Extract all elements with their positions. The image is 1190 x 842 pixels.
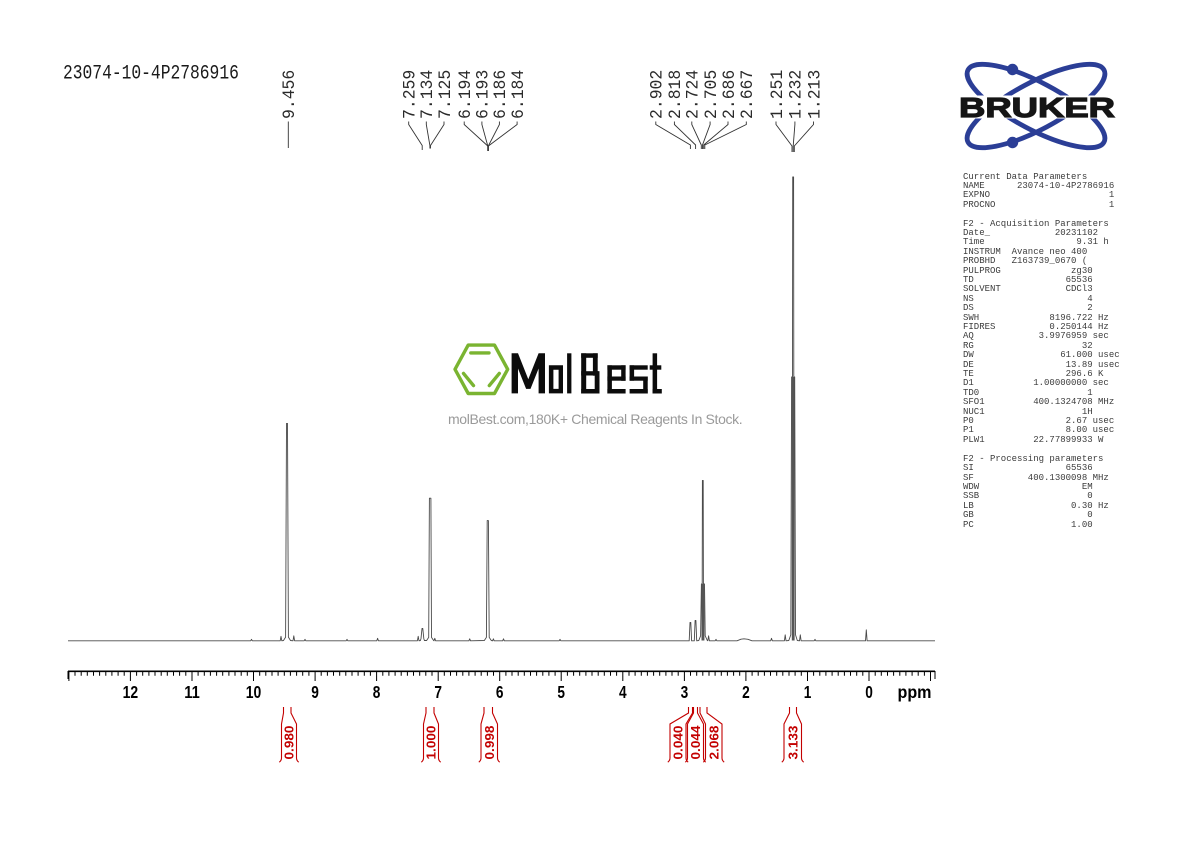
svg-text:2.705: 2.705: [702, 70, 722, 119]
svg-text:2.818: 2.818: [667, 70, 687, 119]
svg-text:7.125: 7.125: [436, 70, 456, 119]
svg-text:ppm: ppm: [898, 682, 932, 702]
svg-text:9: 9: [311, 682, 319, 702]
svg-text:8: 8: [373, 682, 381, 702]
svg-text:2: 2: [742, 682, 750, 702]
svg-text:BRUKER: BRUKER: [959, 92, 1115, 123]
svg-text:7.134: 7.134: [419, 70, 439, 119]
svg-text:0.040: 0.040: [671, 726, 686, 760]
svg-text:1.232: 1.232: [787, 70, 807, 119]
svg-text:0.980: 0.980: [282, 726, 297, 760]
svg-text:10: 10: [246, 682, 262, 702]
svg-text:2.667: 2.667: [739, 70, 759, 119]
svg-text:3: 3: [681, 682, 689, 702]
svg-text:7.259: 7.259: [401, 70, 421, 119]
svg-text:6: 6: [496, 682, 504, 702]
svg-text:2.686: 2.686: [720, 70, 740, 119]
svg-text:3.133: 3.133: [785, 726, 800, 760]
svg-text:0: 0: [865, 682, 873, 702]
svg-text:6.193: 6.193: [474, 70, 494, 119]
svg-text:0.998: 0.998: [482, 726, 497, 760]
svg-text:1.251: 1.251: [768, 70, 788, 119]
svg-text:11: 11: [184, 682, 200, 702]
svg-text:9.456: 9.456: [281, 70, 301, 119]
svg-text:6.184: 6.184: [509, 70, 529, 119]
svg-text:4: 4: [619, 682, 627, 702]
svg-text:1.213: 1.213: [806, 70, 826, 119]
svg-text:0.044: 0.044: [688, 725, 703, 760]
svg-text:6.194: 6.194: [456, 70, 476, 119]
svg-text:1: 1: [804, 682, 812, 702]
svg-text:1.000: 1.000: [424, 726, 439, 760]
svg-text:6.186: 6.186: [492, 70, 512, 119]
svg-text:5: 5: [557, 682, 565, 702]
svg-text:2.902: 2.902: [648, 70, 668, 119]
svg-text:2.724: 2.724: [684, 70, 704, 119]
svg-text:2.068: 2.068: [706, 726, 721, 760]
svg-text:7: 7: [434, 682, 442, 702]
svg-text:12: 12: [123, 682, 139, 702]
